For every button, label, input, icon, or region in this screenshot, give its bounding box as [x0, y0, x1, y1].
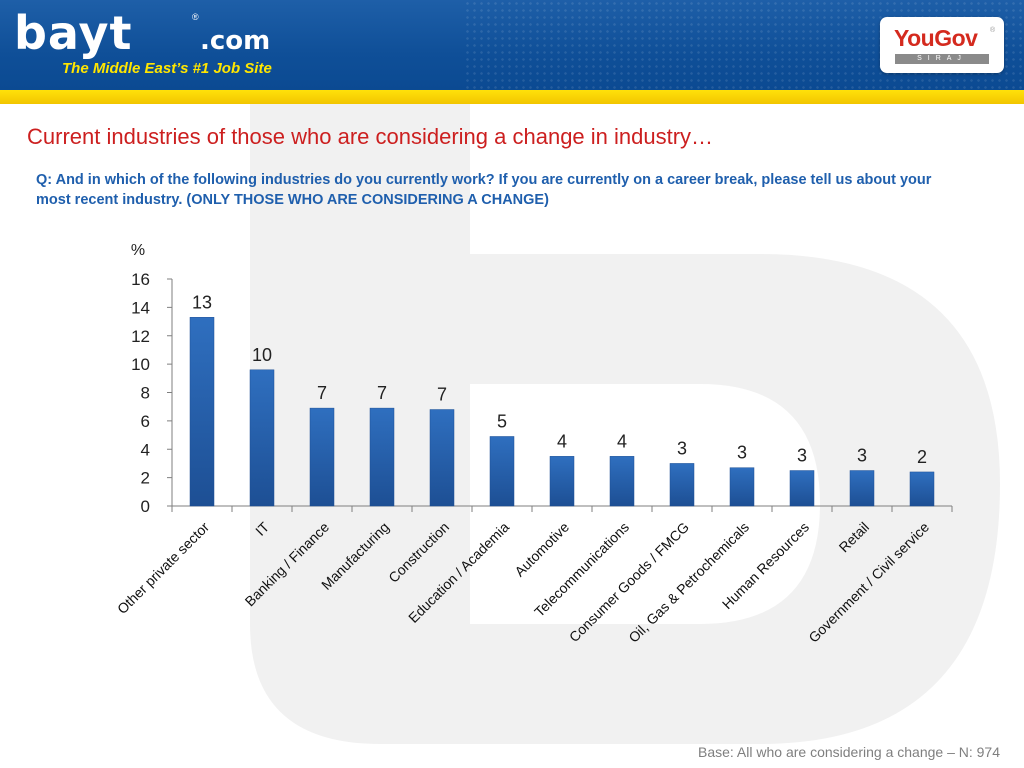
bar — [789, 470, 815, 507]
y-tick-label: 12 — [131, 327, 150, 346]
y-tick-label: 0 — [141, 497, 150, 516]
x-tick-label: Automotive — [511, 519, 572, 580]
data-label: 3 — [797, 446, 807, 466]
x-tick-label: Consumer Goods / FMCG — [566, 519, 692, 645]
data-label: 4 — [617, 431, 627, 451]
data-label: 2 — [917, 447, 927, 467]
yougov-logo: YouGov ® SIRAJ — [880, 17, 1004, 73]
data-label: 7 — [437, 385, 447, 405]
x-tick-label: Banking / Finance — [242, 519, 333, 610]
x-tick-label: Construction — [385, 519, 452, 586]
y-tick-label: 8 — [141, 384, 150, 403]
bar — [489, 436, 515, 507]
y-tick-label: 6 — [141, 412, 150, 431]
base-note: Base: All who are considering a change –… — [698, 744, 1000, 760]
bar — [189, 317, 215, 507]
x-tick-label: Government / Civil service — [805, 519, 932, 646]
y-tick-label: 4 — [141, 440, 150, 459]
yougov-registered-mark: ® — [990, 27, 996, 34]
x-tick-label: Oil, Gas & Petrochemicals — [625, 519, 752, 646]
y-tick-label: 10 — [131, 355, 150, 374]
data-label: 5 — [497, 411, 507, 431]
bayt-logo: bayt — [14, 6, 133, 60]
bar — [549, 456, 575, 507]
y-tick-label: 14 — [131, 298, 150, 317]
data-label: 3 — [857, 446, 867, 466]
data-label: 7 — [377, 383, 387, 403]
bar — [849, 470, 875, 507]
data-label: 10 — [252, 345, 272, 365]
y-tick-label: 16 — [131, 270, 150, 289]
x-tick-label: Retail — [835, 519, 872, 556]
logo-registered-mark: ® — [192, 12, 199, 22]
yougov-logo-text: YouGov — [894, 25, 978, 51]
y-tick-label: 2 — [141, 469, 150, 488]
bayt-logo-suffix: .com — [200, 26, 271, 56]
header-accent-bar — [0, 90, 1024, 104]
yougov-sub-label: SIRAJ — [895, 54, 989, 64]
bar — [669, 463, 695, 507]
y-axis-label: % — [131, 242, 145, 259]
bar — [609, 456, 635, 507]
data-label: 7 — [317, 383, 327, 403]
header-banner: bayt ® .com The Middle East’s #1 Job Sit… — [0, 0, 1024, 90]
bar — [249, 369, 275, 507]
x-tick-label: IT — [252, 518, 272, 538]
x-tick-label: Education / Academia — [405, 519, 512, 626]
bar — [729, 467, 755, 507]
data-label: 3 — [737, 443, 747, 463]
bar — [429, 409, 455, 507]
bar — [309, 407, 335, 507]
bar — [909, 471, 935, 507]
data-label: 13 — [192, 292, 212, 312]
survey-question: Q: And in which of the following industr… — [36, 172, 932, 208]
x-tick-label: Other private sector — [114, 519, 212, 617]
page-title: Current industries of those who are cons… — [27, 124, 714, 149]
bar — [369, 407, 395, 507]
data-label: 3 — [677, 438, 687, 458]
data-label: 4 — [557, 431, 567, 451]
tagline: The Middle East’s #1 Job Site — [62, 60, 272, 77]
